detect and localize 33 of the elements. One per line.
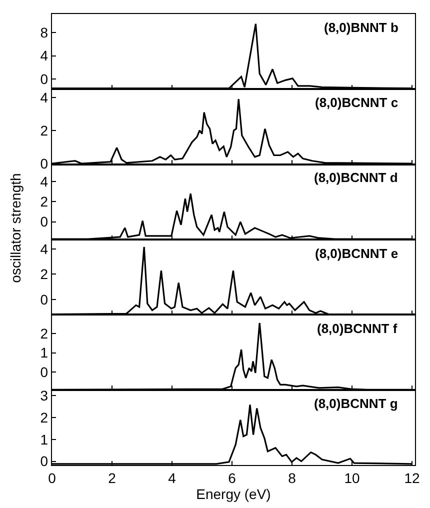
y-tick-label: 2	[40, 194, 48, 210]
x-tick-label: 2	[108, 470, 116, 486]
y-tick-label: 4	[40, 89, 48, 106]
x-tick-label: 6	[228, 470, 236, 486]
x-tick-label: 10	[344, 470, 360, 486]
text: (8,0)BCNNT c	[315, 95, 398, 110]
x-tick-label: 4	[168, 470, 176, 486]
y-tick-label: 4	[40, 48, 48, 64]
y-tick-label: 3	[40, 387, 48, 404]
text: (8,0)BCNNT f	[317, 321, 398, 336]
y-tick-label: 2	[40, 326, 48, 342]
y-tick-label: 0	[40, 364, 48, 380]
y-tick-label: 0	[40, 70, 48, 87]
x-axis-title: Energy (eV)	[196, 486, 271, 502]
x-tick-label: 12	[404, 470, 420, 486]
y-tick-label: 0	[40, 453, 48, 470]
y-tick-label: 1	[40, 344, 48, 361]
y-tick-label: 0	[40, 291, 48, 308]
y-tick-label: 4	[40, 240, 48, 257]
text: (8,0)BCNNT e	[315, 246, 398, 261]
text: (8,0)BCNNT g	[314, 396, 398, 411]
y-axis-title: oscillator strength	[7, 173, 24, 283]
y-tick-label: 2	[40, 266, 48, 282]
y-tick-label: 0	[40, 214, 48, 230]
y-tick-label: 4	[40, 173, 48, 190]
y-tick-label: 0	[40, 155, 48, 172]
y-tick-label: 8	[40, 24, 48, 40]
y-tick-label: 1	[40, 431, 48, 448]
y-tick-label: 2	[40, 122, 48, 138]
y-tick-label: 2	[40, 409, 48, 426]
x-tick-label: 8	[288, 470, 296, 486]
text: (8,0)BNNT b	[324, 20, 398, 35]
text: (8,0)BCNNT d	[314, 170, 398, 185]
